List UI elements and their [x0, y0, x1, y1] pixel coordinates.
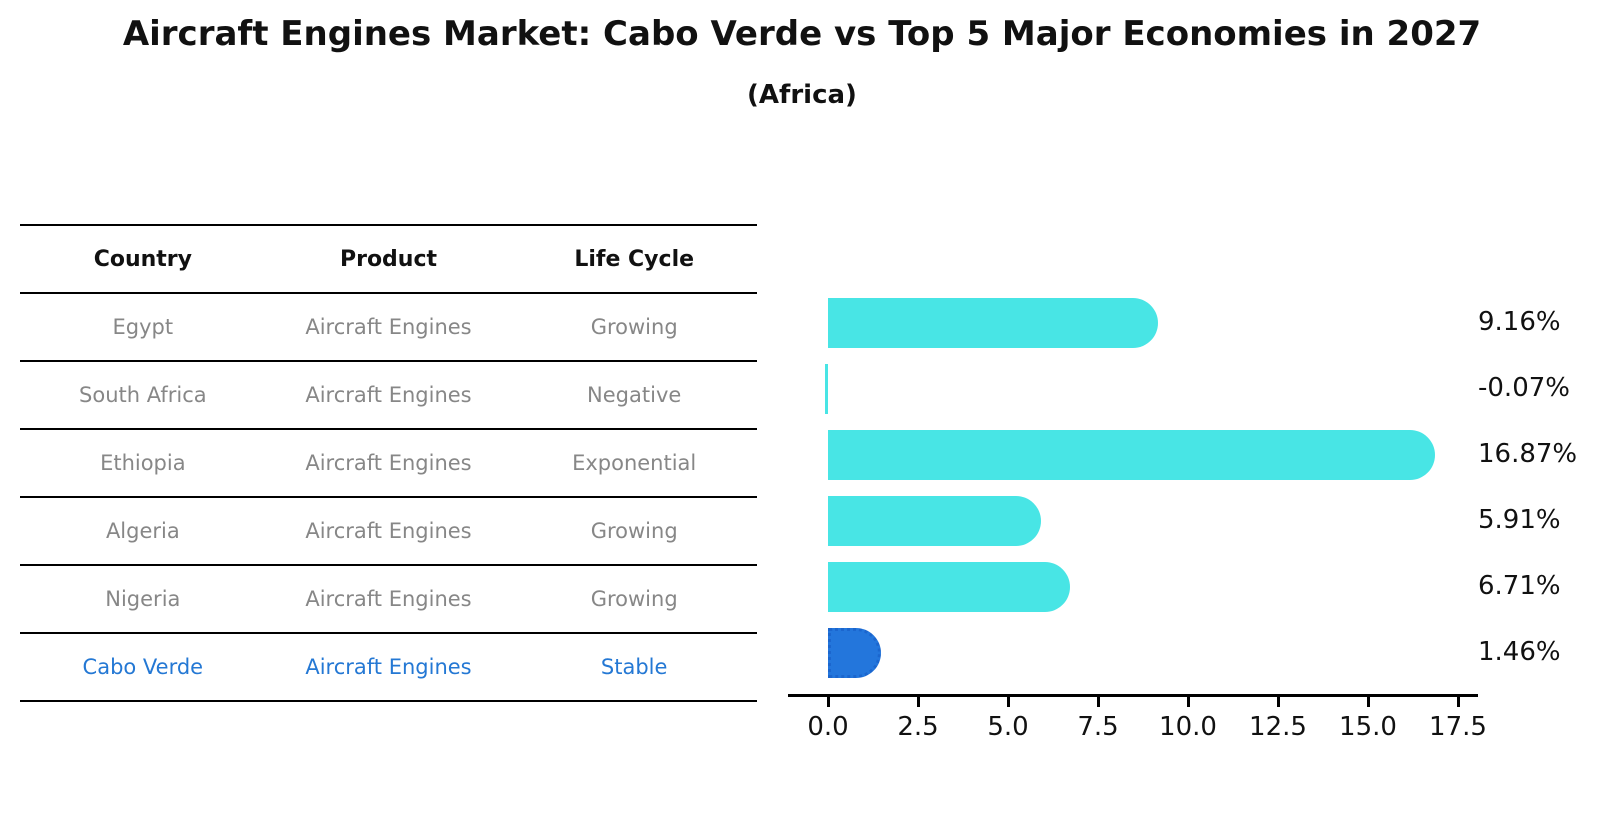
table-header-row: Country Product Life Cycle [20, 224, 757, 294]
table-cell-country: Algeria [105, 519, 180, 543]
bar-value-label: -0.07% [1478, 373, 1570, 403]
x-tick-label: 5.0 [987, 712, 1029, 742]
x-tick-mark [1276, 697, 1280, 707]
x-tick-label: 12.5 [1249, 712, 1307, 742]
bar-value-label: 9.16% [1478, 307, 1561, 337]
bar-egypt [828, 298, 1158, 348]
table-cell-product: Aircraft Engines [305, 451, 472, 475]
x-tick-mark [1096, 697, 1100, 707]
table-cell-country: Egypt [112, 315, 174, 339]
table-row: Algeria Aircraft Engines Growing [20, 498, 757, 566]
table-cell-country: Nigeria [105, 587, 181, 611]
table-cell-product: Aircraft Engines [305, 315, 472, 339]
bar-cabo-verde [828, 628, 881, 678]
table-row: Cabo Verde Aircraft Engines Stable [20, 634, 757, 702]
column-header-country: Country [93, 246, 192, 272]
x-tick-mark [826, 697, 830, 707]
table-row: Nigeria Aircraft Engines Growing [20, 566, 757, 634]
table-rows: Egypt Aircraft Engines Growing South Africa… [20, 294, 757, 702]
bar-value-label: 5.91% [1478, 505, 1561, 535]
table-cell-life-cycle: Growing [590, 587, 678, 611]
table-cell-country: South Africa [79, 383, 207, 407]
x-tick-label: 0.0 [807, 712, 849, 742]
x-tick-label: 15.0 [1339, 712, 1397, 742]
bar-ethiopia [828, 430, 1436, 480]
table-cell-product: Aircraft Engines [305, 383, 472, 407]
bar-south-africa [825, 364, 828, 414]
column-header-product: Product [339, 246, 438, 272]
table-cell-life-cycle: Growing [590, 315, 678, 339]
x-tick-label: 10.0 [1159, 712, 1217, 742]
x-tick-label: 7.5 [1077, 712, 1119, 742]
chart-subtitle: (Africa) [747, 80, 857, 110]
table-cell-product: Aircraft Engines [305, 519, 472, 543]
bar-algeria [828, 496, 1041, 546]
bar-nigeria [828, 562, 1070, 612]
bar-value-label: 6.71% [1478, 571, 1561, 601]
bar-value-label: 16.87% [1478, 439, 1578, 469]
x-tick-mark [1366, 697, 1370, 707]
table-cell-life-cycle: Exponential [572, 451, 697, 475]
table-cell-product: Aircraft Engines [305, 587, 472, 611]
table-row: Ethiopia Aircraft Engines Exponential [20, 430, 757, 498]
table-cell-life-cycle: Negative [587, 383, 682, 407]
table-cell-product: Aircraft Engines [305, 655, 472, 679]
country-table: Country Product Life Cycle Egypt Aircraft… [20, 224, 757, 702]
chart-title: Aircraft Engines Market: Cabo Verde vs T… [122, 14, 1482, 54]
bar-value-label: 1.46% [1478, 637, 1561, 667]
table-cell-country: Ethiopia [100, 451, 186, 475]
x-tick-mark [1456, 697, 1460, 707]
x-tick-mark [916, 697, 920, 707]
table-row: Egypt Aircraft Engines Growing [20, 294, 757, 362]
table-cell-life-cycle: Growing [590, 519, 678, 543]
x-axis-line [788, 694, 1478, 697]
x-tick-mark [1186, 697, 1190, 707]
column-header-life-cycle: Life Cycle [574, 246, 695, 272]
x-tick-label: 17.5 [1429, 712, 1487, 742]
x-tick-mark [1006, 697, 1010, 707]
table-cell-country: Cabo Verde [82, 655, 204, 679]
table-cell-life-cycle: Stable [600, 655, 668, 679]
table-row: South Africa Aircraft Engines Negative [20, 362, 757, 430]
x-tick-label: 2.5 [897, 712, 939, 742]
